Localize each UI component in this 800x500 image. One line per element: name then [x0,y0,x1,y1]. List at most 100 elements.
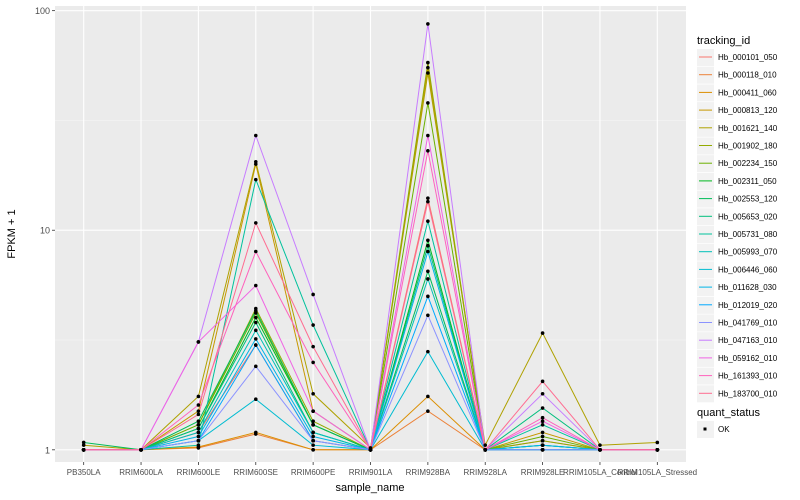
data-point [540,422,545,427]
data-point [196,409,201,413]
data-point [426,394,430,399]
legend-label: Hb_002553_120 [718,195,778,204]
data-point [426,238,430,243]
data-point [426,65,430,70]
y-tick-label: 100 [35,6,50,16]
data-point [426,243,430,248]
data-point [253,328,258,333]
data-point [196,426,201,431]
data-point [196,412,201,417]
legend-label: Hb_005993_070 [718,248,778,257]
data-point [81,448,86,452]
data-point [253,308,258,313]
data-point [253,133,258,138]
legend-label: Hb_059162_010 [718,354,778,363]
data-point [426,219,430,223]
data-point [311,438,315,443]
legend-title: tracking_id [697,35,750,47]
data-point [253,364,258,369]
data-point [139,448,143,452]
data-point [253,283,258,288]
data-point [253,159,258,164]
data-point [426,196,430,200]
data-point [311,422,315,427]
legend-label: Hb_002234_150 [718,159,778,168]
data-point [311,391,315,396]
data-point [655,440,660,445]
data-point [253,221,258,225]
legend2-label: OK [718,425,730,434]
legend-label: Hb_005653_020 [718,212,778,221]
data-point [540,438,545,443]
legend-items: Hb_000101_050 Hb_000118_010 Hb_000411_060 H… [697,49,778,403]
legend2-title: quant_status [697,407,760,419]
data-point [426,349,430,354]
data-point [196,403,201,407]
data-point [598,443,602,447]
data-point [311,292,315,297]
legend-label: Hb_047163_010 [718,336,778,345]
legend-label: Hb_012019_020 [718,301,778,310]
data-point [196,434,201,439]
data-point [253,320,258,325]
legend-label: Hb_001902_180 [718,142,778,151]
legend2-swatch [703,427,707,431]
x-tick-label: RRIM600SE [234,468,278,477]
legend-label: Hb_000411_060 [718,88,777,97]
legend-label: Hb_000101_050 [718,53,778,62]
data-point [540,448,545,452]
data-point [426,249,430,254]
data-point [540,430,545,435]
y-axis-title: FPKM + 1 [6,209,18,258]
x-tick-label: RRIM928LE [521,468,565,477]
legend-label: Hb_011628_030 [718,283,777,292]
data-point [483,448,488,452]
series-points [81,22,660,452]
data-point [368,448,373,452]
x-tick-label: RRIM600LE [177,468,221,477]
data-point [196,394,201,399]
data-point [426,409,430,413]
data-point [253,430,258,435]
legend-label: Hb_000118_010 [718,71,777,80]
data-point [540,379,545,384]
x-tick-label: RRIM928BA [406,468,451,477]
legend-label: Hb_041769_010 [718,319,778,328]
x-tick-label: RRIM901LA [349,468,393,477]
data-point [196,422,201,427]
x-axis: PB350LA RRIM600LA RRIM600LE RRIM600SE RRIM60… [67,462,697,477]
data-point [196,430,201,435]
data-point [426,269,430,274]
data-point [540,391,545,396]
data-point [426,277,430,281]
data-point [426,199,430,204]
data-point [426,101,430,105]
data-point [196,438,201,443]
legend-label: Hb_002311_050 [718,177,777,186]
x-tick-label: RRIM600LA [119,468,163,477]
data-point [311,430,315,435]
data-point [655,448,660,452]
data-point [426,22,430,26]
data-point [253,397,258,402]
data-point [311,409,315,413]
data-point [253,315,258,320]
data-point [483,443,488,447]
data-point [253,337,258,341]
data-point [540,419,545,423]
data-point [311,344,315,349]
legend2-items: OK [697,421,730,438]
legend-label: Hb_001621_140 [718,124,778,133]
data-point [540,406,545,410]
x-tick-label: PB350LA [67,468,101,477]
data-point [196,419,201,423]
data-point [540,331,545,335]
data-point [311,323,315,327]
data-point [426,313,430,318]
legend-key [697,243,714,261]
data-point [426,71,430,75]
data-point [426,294,430,299]
data-point [253,177,258,182]
data-point [540,443,545,447]
